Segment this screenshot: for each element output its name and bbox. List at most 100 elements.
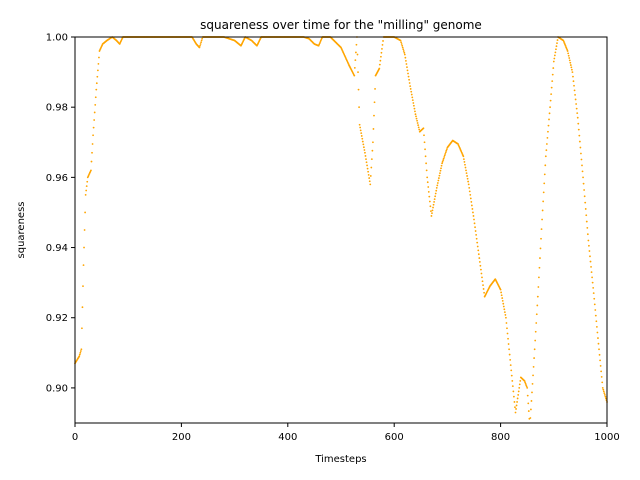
data-point [477,253,480,256]
data-point [581,170,584,173]
data-point [583,189,586,191]
data-point [357,88,360,91]
data-point [553,54,556,57]
data-point [514,411,517,414]
data-point [82,264,85,266]
data-point [474,230,477,232]
data-point [370,166,373,169]
data-point [78,353,81,356]
data-point [524,382,527,385]
data-point [579,146,582,149]
data-point [575,107,578,110]
data-point [380,51,383,54]
data-point [372,141,374,144]
data-point [510,369,513,372]
data-point [545,143,548,145]
data-point [361,140,364,143]
data-point [92,134,94,137]
data-point [404,56,407,59]
data-point [538,266,541,269]
data-point [199,44,201,47]
data-point [470,201,473,203]
data-point [464,166,467,169]
data-point [588,250,591,252]
data-point [586,233,589,236]
data-point [502,305,505,308]
data-point [475,237,478,240]
chart-title: squareness over time for the "milling" g… [200,18,482,32]
data-point [597,337,599,339]
data-point [536,304,539,307]
data-point [478,257,481,259]
data-point [368,177,371,179]
data-point [548,112,551,115]
data-point [425,169,428,172]
data-point [555,45,558,48]
data-point [426,176,429,179]
data-point [381,47,383,50]
data-point [374,88,376,90]
data-point [416,122,419,124]
data-point [531,383,534,385]
data-point [434,192,437,195]
data-point [546,136,549,139]
data-point [501,297,504,299]
data-point [603,394,606,396]
data-point [512,390,515,393]
data-point [428,200,431,203]
data-point [474,226,476,229]
data-point [95,88,98,91]
y-tick-label: 0.94 [46,243,68,254]
data-point [426,181,429,184]
y-tick-label: 0.90 [46,383,68,394]
data-point [380,55,382,58]
data-point [594,314,597,317]
data-point [580,158,583,161]
data-point [576,112,579,115]
data-point [84,194,87,196]
x-tick-label: 800 [491,432,510,443]
x-axis-label: Timesteps [314,454,366,465]
data-point [355,51,357,54]
data-point [414,110,416,113]
data-point [548,118,550,121]
data-point [422,127,425,130]
data-point [517,390,520,393]
data-point [399,39,402,42]
data-point [445,148,448,151]
data-point [526,394,529,397]
data-point [91,143,94,145]
data-point [406,69,409,72]
data-point [541,218,543,221]
data-point [410,90,413,93]
data-point [411,99,414,102]
data-point [468,190,471,193]
data-point [602,390,605,393]
data-point [478,261,481,263]
data-point [442,159,445,162]
data-point [93,119,96,121]
data-point [199,43,202,45]
data-point [403,51,406,54]
data-point [593,297,596,300]
data-point [372,128,375,130]
data-point [509,358,512,361]
data-point [514,406,516,409]
y-axis: 0.90 0.92 0.94 0.96 0.98 1.00 [46,33,75,394]
data-point [90,169,92,172]
data-point [365,158,367,161]
data-point [440,167,442,170]
data-point [98,56,100,59]
data-point [378,67,381,70]
data-point [433,201,435,203]
data-point [517,394,520,396]
data-point [437,179,440,182]
data-point [575,103,578,105]
data-point [547,130,549,133]
data-point [508,348,511,351]
data-point [479,264,482,267]
data-point [578,140,581,143]
data-point [523,379,526,382]
data-point [533,348,536,351]
